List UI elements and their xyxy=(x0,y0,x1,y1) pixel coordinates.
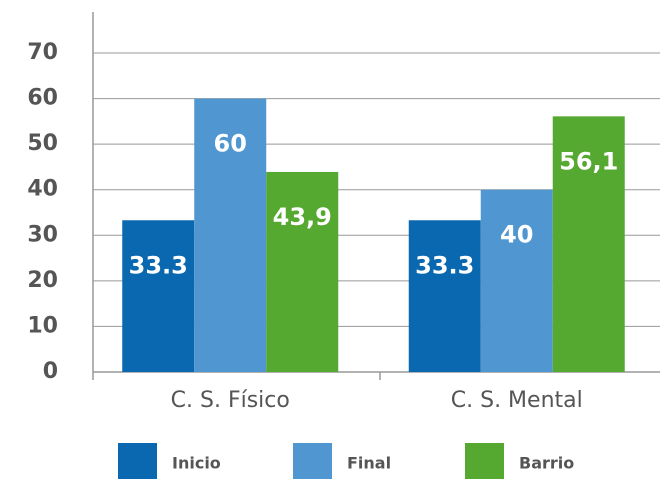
value-label: 43,9 xyxy=(273,203,332,231)
legend-swatch xyxy=(465,443,504,479)
bar xyxy=(266,171,339,372)
x-tick-label: C. S. Mental xyxy=(451,388,583,413)
legend-swatch xyxy=(118,443,157,479)
y-tick-label: 30 xyxy=(27,222,58,247)
y-tick-label: 70 xyxy=(27,40,58,65)
bar xyxy=(408,220,481,372)
legend-label: Inicio xyxy=(172,454,221,473)
y-tick-label: 60 xyxy=(27,86,58,111)
y-tick-label: 20 xyxy=(27,268,58,293)
legend-label: Final xyxy=(347,454,391,473)
value-label: 60 xyxy=(214,130,247,158)
bar xyxy=(122,220,195,372)
value-label: 56,1 xyxy=(559,147,618,175)
value-label: 40 xyxy=(500,221,533,249)
y-tick-label: 50 xyxy=(27,131,58,156)
legend-label: Barrio xyxy=(519,454,574,473)
bar xyxy=(194,98,267,372)
value-label: 33.3 xyxy=(415,251,474,279)
y-tick-label: 10 xyxy=(27,313,58,338)
x-tick-label: C. S. Físico xyxy=(171,388,290,413)
value-label: 33.3 xyxy=(129,251,188,279)
legend-swatch xyxy=(293,443,332,479)
bar xyxy=(480,189,553,372)
y-tick-label: 40 xyxy=(27,177,58,202)
y-tick-label: 0 xyxy=(43,359,58,384)
bar xyxy=(552,116,625,372)
